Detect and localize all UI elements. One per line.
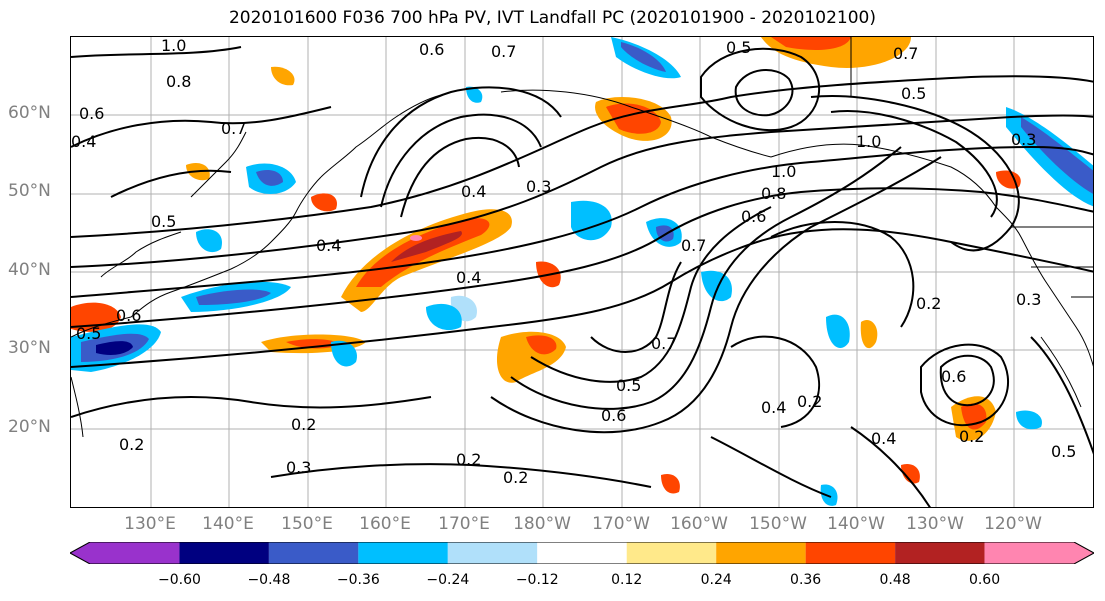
- contour-label: 0.5: [726, 38, 751, 57]
- colorbar-tick-label: −0.24: [426, 572, 470, 588]
- colorbar-segment: [805, 542, 896, 564]
- lat-label: 60°N: [8, 103, 51, 123]
- lat-label: 50°N: [8, 181, 51, 201]
- colorbar-segment: [268, 542, 359, 564]
- lon-label: 140°E: [202, 514, 254, 534]
- contour-label: 0.3: [1016, 290, 1041, 309]
- contour-label: 0.4: [871, 429, 896, 448]
- colorbar-segment: [895, 542, 985, 564]
- lon-label: 160°W: [670, 514, 728, 534]
- lon-label: 180°W: [513, 514, 571, 534]
- pv-contours: [71, 46, 1093, 507]
- lon-label: 160°E: [359, 514, 411, 534]
- contour-label: 0.2: [959, 427, 984, 446]
- lon-label: 150°E: [281, 514, 333, 534]
- contour-label: 0.2: [291, 415, 316, 434]
- graticule: [71, 37, 1093, 507]
- lon-label: 170°E: [438, 514, 490, 534]
- lat-label: 30°N: [8, 338, 51, 358]
- contour-label: 0.2: [456, 450, 481, 469]
- contour-label: 0.5: [76, 324, 101, 343]
- contour-label: 0.4: [71, 132, 96, 151]
- map-panel: 1.0 0.6 0.7 0.5 0.8 0.6 0.7 0.4 0.3 0.4 …: [70, 36, 1094, 508]
- contour-label: 0.3: [526, 177, 551, 196]
- contour-label: 0.3: [286, 458, 311, 477]
- lon-label: 130°W: [906, 514, 964, 534]
- colorbar-tick-label: −0.60: [158, 572, 201, 588]
- lon-label: 140°W: [827, 514, 885, 534]
- pc-shading: [71, 37, 1093, 506]
- contour-label: 0.4: [461, 182, 486, 201]
- contour-labels: 1.0 0.6 0.7 0.5 0.8 0.6 0.7 0.4 0.3 0.4 …: [71, 37, 1076, 487]
- contour-label: 0.4: [761, 398, 786, 417]
- contour-label: 0.6: [601, 406, 626, 425]
- contour-label: 0.2: [916, 294, 941, 313]
- contour-label: 0.7: [681, 236, 706, 255]
- contour-label: 0.3: [1011, 130, 1036, 149]
- contour-label: 0.8: [761, 184, 786, 203]
- contour-label: 0.7: [221, 119, 246, 138]
- colorbar-segment: [70, 542, 180, 564]
- colorbar-segment: [179, 542, 269, 564]
- contour-label: 0.5: [901, 84, 926, 103]
- coastlines: [71, 37, 1093, 438]
- colorbar-tick-label: −0.48: [247, 572, 291, 588]
- contour-label: 0.7: [491, 42, 516, 61]
- contour-label: 0.4: [456, 268, 481, 287]
- lon-label: 150°W: [749, 514, 807, 534]
- contour-label: 0.2: [119, 435, 144, 454]
- contour-label: 0.7: [651, 334, 676, 353]
- contour-label: 0.4: [316, 236, 341, 255]
- contour-label: 0.6: [741, 207, 766, 226]
- colorbar-tick-label: 0.24: [700, 572, 732, 588]
- contour-label: 0.8: [166, 72, 191, 91]
- map-title: 2020101600 F036 700 hPa PV, IVT Landfall…: [228, 8, 876, 28]
- colorbar-tick-label: 0.36: [790, 572, 822, 588]
- lat-label: 40°N: [8, 260, 51, 280]
- colorbar-segment: [537, 542, 627, 564]
- map-canvas: 1.0 0.6 0.7 0.5 0.8 0.6 0.7 0.4 0.3 0.4 …: [71, 37, 1093, 507]
- lon-label: 130°E: [124, 514, 176, 534]
- contour-label: 0.5: [1051, 442, 1076, 461]
- contour-label: 0.5: [616, 376, 641, 395]
- contour-label: 0.2: [797, 392, 822, 411]
- colorbar: [70, 542, 1094, 564]
- contour-label: 0.7: [893, 44, 918, 63]
- colorbar-tick-label: −0.36: [336, 572, 380, 588]
- contour-label: 0.6: [419, 40, 444, 59]
- colorbar-segment: [358, 542, 448, 564]
- contour-label: 1.0: [771, 162, 796, 181]
- contour-label: 0.6: [79, 104, 104, 123]
- colorbar-segment: [984, 542, 1094, 564]
- lon-label: 120°W: [984, 514, 1042, 534]
- colorbar-tick-label: 0.48: [879, 572, 911, 588]
- contour-label: 0.6: [941, 367, 966, 386]
- colorbar-segment: [447, 542, 538, 564]
- contour-label: 0.2: [503, 468, 528, 487]
- colorbar-segment: [716, 542, 806, 564]
- contour-label: 1.0: [161, 37, 186, 55]
- colorbar-tick-label: 0.60: [968, 572, 1001, 588]
- contour-label: 1.0: [856, 132, 881, 151]
- lat-label: 20°N: [8, 417, 51, 437]
- contour-label: 0.5: [151, 212, 176, 231]
- lon-label: 170°W: [592, 514, 650, 534]
- colorbar-tick-label: −0.12: [515, 572, 559, 588]
- colorbar-segment: [626, 542, 717, 564]
- contour-label: 0.6: [116, 306, 141, 325]
- colorbar-tick-label: 0.12: [611, 572, 643, 588]
